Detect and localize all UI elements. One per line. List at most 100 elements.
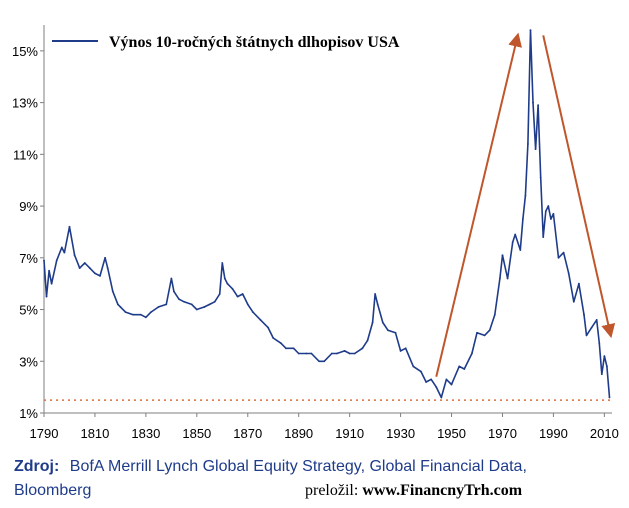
data-point: [104, 256, 107, 259]
upward-trend-arrow: [435, 32, 522, 378]
data-point: [547, 205, 550, 207]
data-point: [60, 246, 63, 249]
data-point: [208, 303, 211, 306]
data-point: [68, 225, 71, 228]
y-tick-label: 11%: [13, 147, 38, 162]
source-line-1: Zdroj: BofA Merrill Lynch Global Equity …: [14, 458, 527, 476]
x-tick-label: 1870: [233, 426, 262, 441]
data-point: [221, 262, 224, 264]
data-point: [259, 318, 262, 321]
axes: 1% 3% 5% 7% 9% 11% 13% 15% 1790 1810 1830 1850 1870 1…: [12, 25, 619, 441]
data-point: [399, 350, 402, 352]
data-point: [501, 254, 504, 257]
data-point: [226, 282, 229, 285]
data-point: [458, 365, 461, 368]
y-tick-label: 9%: [19, 199, 38, 214]
data-point: [348, 352, 351, 355]
data-point: [292, 347, 295, 350]
data-point: [552, 212, 555, 215]
y-tick-label: 5%: [19, 303, 38, 318]
data-point: [539, 176, 542, 179]
data-point: [529, 29, 532, 32]
data-point: [527, 143, 529, 145]
data-point: [203, 306, 206, 308]
data-point: [381, 321, 384, 324]
data-point: [572, 300, 575, 303]
x-tick-label: 1930: [386, 426, 415, 441]
data-point: [519, 249, 522, 251]
data-point: [246, 303, 249, 306]
data-point: [50, 282, 53, 285]
data-point: [106, 267, 109, 270]
data-point: [330, 352, 333, 355]
data-point: [63, 251, 66, 254]
y-tick-label: 1%: [19, 406, 38, 421]
source-label: Zdroj:: [14, 458, 60, 475]
data-point: [600, 373, 603, 376]
data-point: [598, 342, 601, 345]
data-point: [463, 368, 466, 370]
data-point: [241, 293, 244, 295]
data-point: [343, 350, 346, 352]
series-group: [43, 29, 611, 399]
data-point: [476, 331, 478, 334]
data-point: [544, 210, 547, 213]
data-point: [323, 360, 326, 363]
data-point: [514, 233, 517, 236]
data-point: [567, 272, 570, 275]
x-tick-label: 1990: [539, 426, 568, 441]
data-point: [116, 303, 119, 306]
data-point: [577, 282, 580, 285]
data-point: [542, 236, 545, 239]
y-tick-label: 3%: [19, 354, 38, 369]
data-point: [78, 267, 81, 270]
y-tick-label: 15%: [12, 44, 38, 59]
data-point: [483, 334, 486, 337]
yield-chart: 1% 3% 5% 7% 9% 11% 13% 15% 1790 1810 1830 1850 1870 1…: [12, 25, 619, 441]
data-point: [48, 269, 50, 272]
data-point: [420, 370, 422, 373]
data-point: [361, 347, 364, 350]
data-point: [549, 218, 552, 220]
legend: Výnos 10-ročných štátnych dlhopisov USA: [52, 34, 400, 51]
data-point: [279, 342, 282, 345]
series-line: [43, 29, 611, 399]
data-point: [218, 293, 221, 295]
data-point: [272, 337, 275, 339]
data-point: [537, 104, 540, 107]
data-point: [119, 306, 122, 308]
data-point: [506, 277, 509, 280]
x-tick-label: 1970: [488, 426, 517, 441]
data-point: [562, 251, 565, 254]
x-tick-label: 1890: [284, 426, 313, 441]
data-point: [336, 352, 338, 355]
data-point: [445, 378, 448, 381]
downward-trend-arrow: [542, 35, 616, 339]
data-point: [310, 352, 313, 355]
data-point: [585, 334, 588, 337]
data-point: [386, 329, 389, 332]
data-point: [425, 381, 427, 383]
y-tick-label: 13%: [12, 96, 38, 111]
data-point: [532, 101, 534, 104]
x-tick-label: 2010: [590, 426, 619, 441]
trend-arrows: [435, 32, 616, 378]
data-point: [267, 326, 270, 329]
data-point: [394, 331, 397, 334]
x-tick-label: 1910: [335, 426, 364, 441]
data-point: [83, 262, 86, 264]
data-point: [557, 256, 560, 259]
legend-label: Výnos 10-ročných štátnych dlhopisov USA: [109, 34, 400, 51]
data-point: [183, 300, 185, 303]
data-point: [493, 313, 496, 316]
x-tick-label: 1950: [437, 426, 466, 441]
data-point: [45, 295, 48, 298]
data-point: [366, 339, 369, 342]
data-point: [173, 290, 175, 293]
data-point: [534, 148, 537, 151]
data-point: [165, 303, 168, 306]
data-point: [43, 259, 45, 262]
data-point: [190, 303, 193, 306]
data-point: [124, 311, 127, 314]
data-point: [132, 313, 135, 316]
